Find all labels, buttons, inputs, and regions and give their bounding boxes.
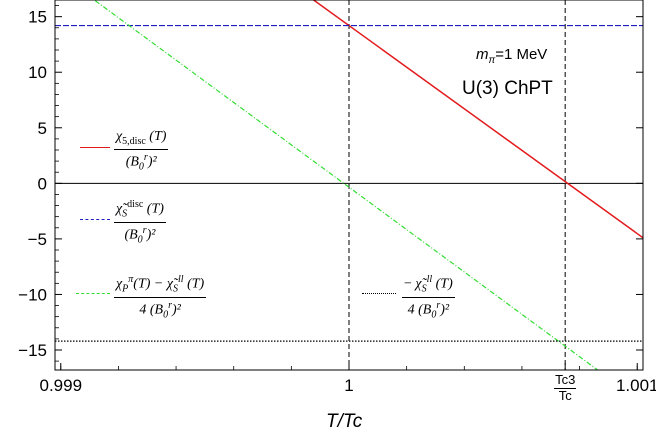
reference-lines xyxy=(55,0,643,370)
mass-annotation: mπ=1 MeV xyxy=(476,46,547,66)
legend-line-chi5 xyxy=(80,147,110,148)
mass-value: =1 MeV xyxy=(495,46,548,63)
x-tick-label-1: 1 xyxy=(344,376,353,395)
legend-label-minus-chiS-I: − χ̃Sll (T) 4 (B0r)² xyxy=(402,274,455,321)
legend-label-chi5: χ5,disc (T) (B0r)² xyxy=(114,129,169,173)
legend-label-chiS-disc: χ̃Sdisc (T) (B0r)² xyxy=(114,199,166,246)
legend-line-minus-chiS-I xyxy=(362,293,396,294)
x-axis-label: T/Tc xyxy=(326,411,363,432)
model-annotation: U(3) ChPT xyxy=(462,78,553,99)
y-tick-label--5: −5 xyxy=(28,230,47,249)
y-tick-label-0: 0 xyxy=(38,174,47,193)
legend-label-chiP-minus-chiS: χPπ(T) − χ̃Sll (T) 4 (B0r)² xyxy=(114,274,207,321)
y-tick-label--10: −10 xyxy=(18,285,47,304)
legend-line-chiP-minus-chiS xyxy=(76,293,110,294)
legend-line-chiS-disc xyxy=(80,219,110,220)
x-tick-label-tc3: Tc3 Tc xyxy=(554,372,577,404)
y-tick-label-15: 15 xyxy=(28,8,47,27)
y-tick-label-5: 5 xyxy=(38,119,47,138)
x-tick-label-0.999: 0.999 xyxy=(39,376,82,395)
tc3-denominator: Tc xyxy=(558,388,572,404)
y-tick-label-10: 10 xyxy=(28,63,47,82)
tc3-numerator: Tc3 xyxy=(554,372,577,390)
mass-subscript: π xyxy=(488,55,496,66)
y-tick-label--15: −15 xyxy=(18,341,47,360)
axis-ticks: −15 −10 −5 0 5 10 15 0.999 1 1.001 xyxy=(18,5,656,395)
x-tick-label-1.001: 1.001 xyxy=(616,376,656,395)
mass-symbol: m xyxy=(476,46,489,63)
series-line-chiP_minus_chiS xyxy=(93,0,599,370)
series-layer xyxy=(55,0,643,370)
